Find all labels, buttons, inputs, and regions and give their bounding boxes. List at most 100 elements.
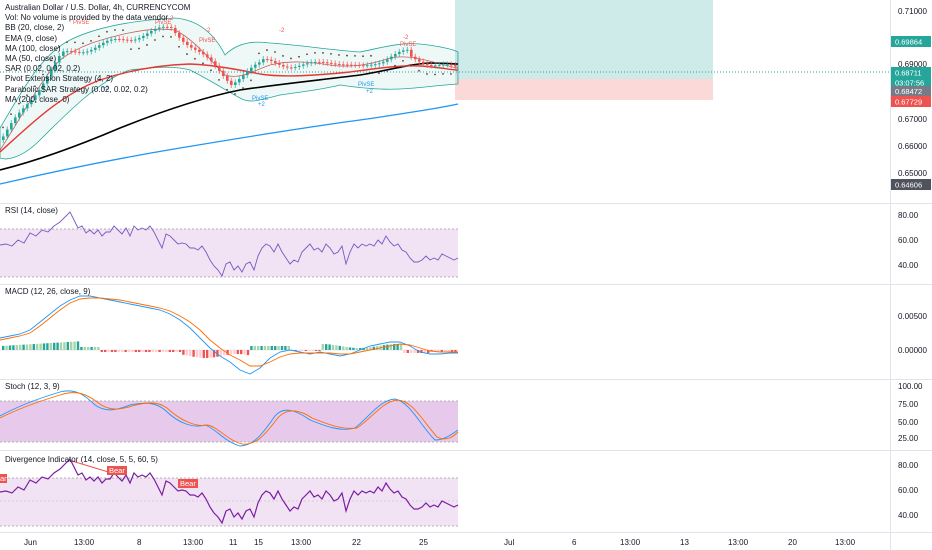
- price-badge: [891, 179, 931, 190]
- rsi-pane[interactable]: RSI (14, close) 80.00 60.00 40.00: [0, 206, 919, 278]
- stoch-label: Stoch (12, 3, 9): [5, 382, 60, 391]
- price-badge-text: 0.67729: [895, 98, 922, 107]
- rsi-tick: 40.00: [898, 261, 919, 270]
- price-tick: 0.65000: [898, 169, 927, 178]
- divergence-tick: 80.00: [898, 461, 919, 470]
- time-tick: Jul: [504, 538, 514, 547]
- stoch-k-line: [0, 390, 459, 447]
- stoch-tick: 75.00: [898, 400, 919, 409]
- time-tick: 20: [788, 538, 797, 547]
- signal-label: PivSE: [252, 96, 268, 102]
- chart-title[interactable]: Australian Dollar / U.S. Dollar, 4h, CUR…: [5, 3, 191, 12]
- macd-tick: 0.00500: [898, 312, 927, 321]
- ma200-line: [0, 103, 459, 185]
- time-tick: 13:00: [74, 538, 95, 547]
- stoch-d-line: [0, 392, 459, 445]
- time-axis[interactable]: Jun 13:00 8 13:00 11 15 13:00 22 25 Jul …: [24, 538, 856, 547]
- macd-line: [0, 295, 458, 375]
- signal-label: PivSE: [400, 42, 416, 48]
- candles: [2, 23, 457, 143]
- position-loss-zone[interactable]: [455, 79, 713, 100]
- strategy-signals: PivSE PivSE PivSE -2 -2 -2 PivSE -2 PivS…: [73, 16, 416, 108]
- time-tick: 22: [352, 538, 361, 547]
- bear-marker-text: ar: [0, 474, 7, 483]
- time-tick: 13:00: [620, 538, 641, 547]
- legend-item[interactable]: Parabolic SAR Strategy (0.02, 0.02, 0.2): [5, 84, 148, 94]
- sar-dots: [2, 29, 452, 129]
- price-badge-text: 0.69864: [895, 38, 922, 47]
- price-badges: 0.69864 0.68711 03:07:56 0.68472 0.67729…: [891, 36, 931, 190]
- divergence-rsi-line: [0, 457, 459, 525]
- signal-label: +2: [102, 86, 110, 92]
- price-badge: [891, 67, 931, 78]
- position-profit-zone[interactable]: [455, 0, 713, 79]
- time-tick: 13:00: [183, 538, 204, 547]
- stoch-tick: 100.00: [898, 382, 923, 391]
- price-badge: [891, 78, 931, 87]
- time-tick: 6: [572, 538, 577, 547]
- signal-label: -2: [403, 35, 409, 41]
- legend-item[interactable]: BB (20, close, 2): [5, 23, 65, 33]
- price-axis[interactable]: 0.71000 0.69000 0.67000 0.66000 0.65000: [898, 7, 927, 178]
- rsi-tick: 80.00: [898, 211, 919, 220]
- price-pane[interactable]: PivSE PivSE PivSE -2 -2 -2 PivSE -2 PivS…: [0, 0, 931, 190]
- divergence-tick: 40.00: [898, 511, 919, 520]
- price-tick: 0.69000: [898, 60, 927, 69]
- price-badge-text: 0.64606: [895, 181, 922, 190]
- stoch-tick: 50.00: [898, 418, 919, 427]
- signal-label: PivSE: [199, 38, 215, 44]
- time-tick: 8: [137, 538, 142, 547]
- time-tick: 13:00: [835, 538, 856, 547]
- main-legend: Australian Dollar / U.S. Dollar, 4h, CUR…: [5, 3, 190, 105]
- signal-label: PivSE: [73, 20, 89, 26]
- price-badge-text: 03:07:56: [895, 79, 924, 88]
- stoch-band: [0, 401, 458, 442]
- price-badge: [891, 36, 931, 47]
- legend-item[interactable]: EMA (9, close): [5, 33, 58, 43]
- ma50-line: [0, 63, 459, 153]
- price-tick: 0.71000: [898, 7, 927, 16]
- price-badge: [891, 86, 931, 96]
- bear-marker-text: Bear: [109, 466, 125, 475]
- legend-item[interactable]: Vol: No volume is provided by the data v…: [5, 13, 169, 23]
- legend-item[interactable]: MA (200, close, 0): [5, 94, 70, 104]
- signal-label: PivSE: [358, 82, 374, 88]
- rsi-line: [0, 211, 459, 278]
- rsi-label: RSI (14, close): [5, 206, 58, 215]
- price-badge-text: 0.68472: [895, 87, 922, 96]
- divergence-pane[interactable]: ar Bear Bear Divergence Indicator (14, c…: [0, 455, 919, 527]
- stoch-tick: 25.00: [898, 434, 919, 443]
- rsi-tick: 60.00: [898, 236, 919, 245]
- macd-tick: 0.00000: [898, 346, 927, 355]
- macd-signal-line: [0, 297, 458, 367]
- time-tick: 13: [680, 538, 689, 547]
- price-tick: 0.67000: [898, 115, 927, 124]
- signal-label: -2: [168, 16, 174, 22]
- bear-marker-text: Bear: [180, 479, 196, 488]
- signal-label: +2: [366, 89, 374, 95]
- time-tick: Jun: [24, 538, 37, 547]
- stoch-pane[interactable]: Stoch (12, 3, 9) 100.00 75.00 50.00 25.0…: [0, 382, 923, 447]
- signal-label: -2: [205, 28, 211, 34]
- price-badge-text: 0.68711: [895, 69, 922, 78]
- legend-item[interactable]: Pivot Extension Strategy (4, 2): [5, 74, 114, 84]
- ma100-line: [0, 62, 459, 171]
- price-badge: [891, 96, 931, 107]
- rsi-band: [0, 229, 458, 277]
- legend-item[interactable]: MA (50, close): [5, 54, 57, 64]
- time-tick: 25: [419, 538, 428, 547]
- time-tick: 15: [254, 538, 263, 547]
- macd-pane[interactable]: MACD (12, 26, close, 9) 0.00500 0.00000: [0, 287, 927, 375]
- signal-label: PivSE: [155, 20, 171, 26]
- price-tick: 0.66000: [898, 142, 927, 151]
- time-tick: 13:00: [728, 538, 749, 547]
- legend-item[interactable]: MA (100, close): [5, 43, 61, 53]
- legend-item[interactable]: SAR (0.02, 0.02, 0.2): [5, 64, 81, 74]
- signal-label: -2: [279, 28, 285, 34]
- divergence-label: Divergence Indicator (14, close, 5, 5, 6…: [5, 455, 158, 464]
- divergence-band: [0, 478, 458, 526]
- bear-markers: ar Bear Bear: [0, 466, 198, 488]
- macd-label: MACD (12, 26, close, 9): [5, 287, 91, 296]
